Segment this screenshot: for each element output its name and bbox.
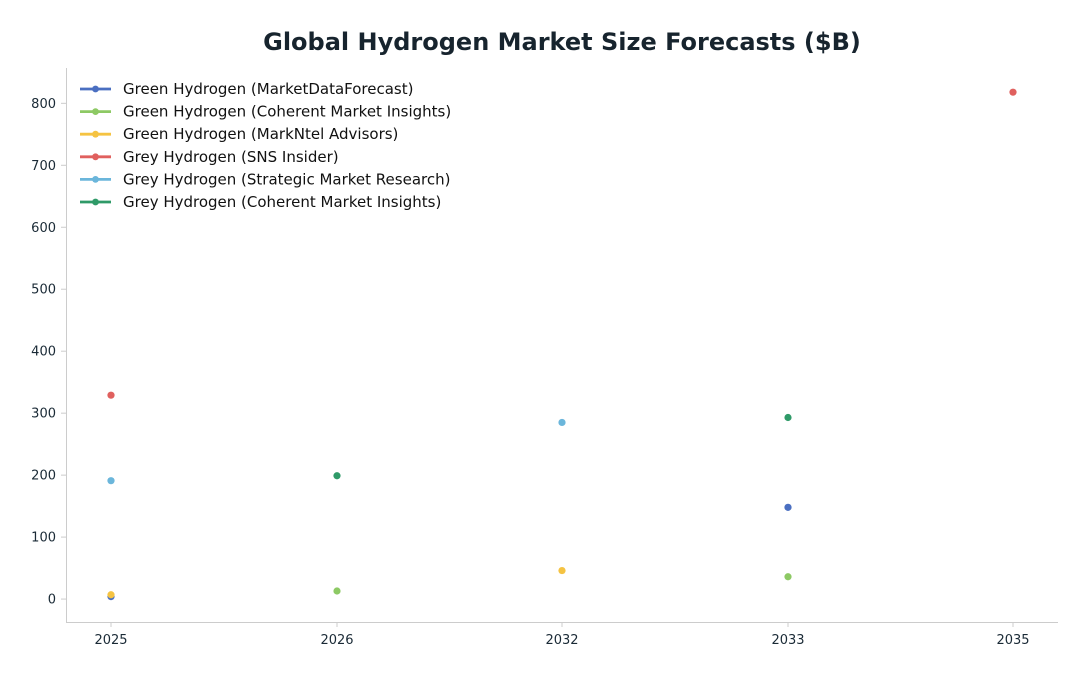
chart-title: Global Hydrogen Market Size Forecasts ($…	[263, 28, 861, 56]
data-point	[107, 477, 115, 485]
legend-marker	[92, 108, 99, 115]
x-axis-ticks: 2025 2026 2032 2033 2035	[94, 622, 1030, 648]
data-point	[107, 391, 115, 399]
y-tick-label: 400	[31, 345, 56, 360]
x-tick-label: 2025	[94, 633, 127, 648]
legend-label: Grey Hydrogen (Coherent Market Insights)	[123, 193, 441, 211]
legend-marker	[92, 153, 99, 161]
legend-label: Grey Hydrogen (SNS Insider)	[123, 148, 339, 166]
legend-label: Green Hydrogen (MarketDataForecast)	[123, 80, 413, 98]
legend-marker	[92, 85, 99, 93]
legend-marker	[92, 130, 99, 138]
data-point	[333, 587, 341, 595]
legend-label: Green Hydrogen (MarkNtel Advisors)	[123, 125, 398, 143]
y-tick-label: 700	[31, 159, 56, 174]
data-point	[558, 566, 566, 575]
y-tick-label: 500	[31, 283, 56, 298]
y-tick-label: 200	[31, 469, 56, 484]
data-point	[333, 472, 341, 480]
y-axis-ticks: 0 100 200 300 400 500 600 700 800	[31, 97, 66, 608]
legend-label: Green Hydrogen (Coherent Market Insights…	[123, 103, 451, 121]
x-tick-label: 2033	[771, 633, 804, 648]
y-tick-label: 600	[31, 221, 56, 236]
data-points	[107, 88, 1017, 601]
data-point	[558, 418, 566, 427]
y-tick-label: 300	[31, 407, 56, 422]
legend-marker	[92, 198, 99, 206]
data-point	[1009, 88, 1017, 96]
x-tick-label: 2026	[320, 633, 353, 648]
y-tick-label: 800	[31, 97, 56, 112]
y-tick-label: 0	[48, 593, 56, 608]
data-point	[107, 591, 115, 599]
x-tick-label: 2035	[996, 633, 1029, 648]
y-tick-label: 100	[31, 531, 56, 546]
data-point	[784, 573, 792, 581]
legend-label: Grey Hydrogen (Strategic Market Research…	[123, 170, 450, 188]
legend: Green Hydrogen (MarketDataForecast) Green…	[80, 80, 451, 211]
legend-marker	[92, 176, 99, 183]
data-point	[784, 503, 792, 511]
data-point	[784, 413, 792, 422]
x-tick-label: 2032	[545, 633, 578, 648]
